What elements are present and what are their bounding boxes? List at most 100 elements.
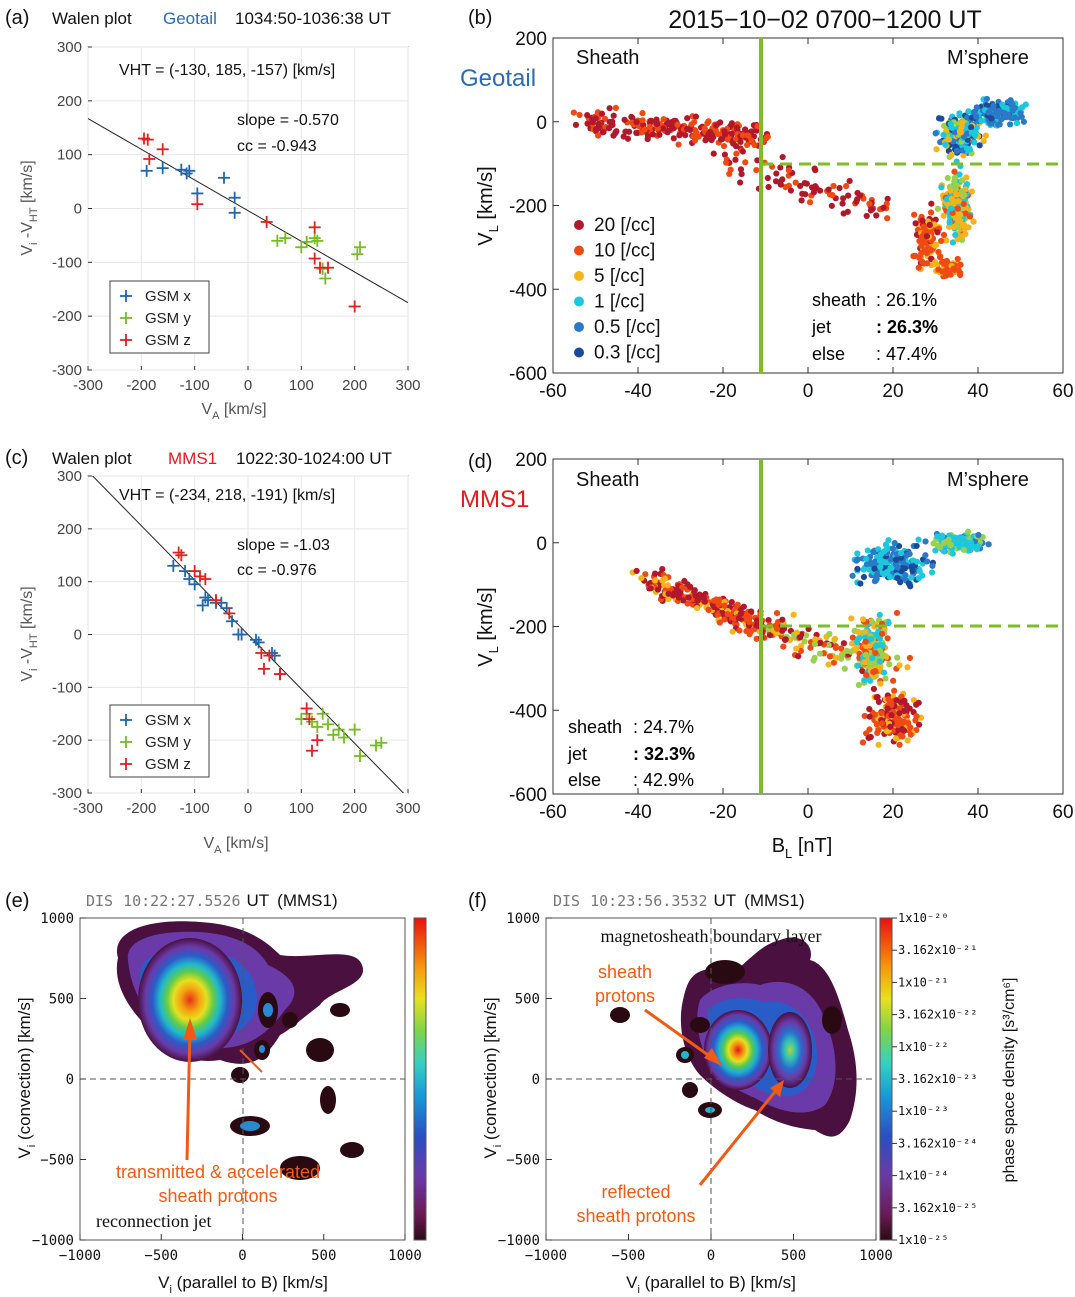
data-point (690, 133, 697, 140)
data-point (960, 546, 967, 554)
data-point (797, 182, 804, 190)
marker-gsm-x (156, 162, 169, 175)
data-point (973, 104, 980, 111)
marker-gsm-z (255, 646, 268, 659)
marker-gsm-z (260, 215, 273, 228)
marker-gsm-y (354, 241, 366, 254)
data-point (792, 179, 799, 186)
data-point (629, 114, 636, 122)
panel-d-dots (629, 528, 992, 748)
panel-c: (c) Walen plot MMS1 1022:30-1024:00 UT -… (5, 447, 421, 856)
data-point (983, 95, 990, 103)
data-point (875, 698, 883, 705)
legend-label: 20 [/cc] (594, 215, 655, 236)
data-point (675, 594, 683, 601)
data-point (751, 141, 758, 149)
tick-label-x: −1000 (59, 1248, 101, 1264)
data-point (773, 170, 780, 177)
data-point (950, 200, 957, 208)
data-point (860, 573, 868, 581)
data-point (646, 123, 653, 131)
data-point (863, 212, 870, 220)
tick-label-y: -600 (509, 785, 547, 806)
data-point (779, 616, 786, 623)
panel-e: (e) DIS 10:22:27.5526 UT (MMS1) tran (5, 890, 427, 1296)
data-point (830, 659, 837, 666)
data-point (1009, 107, 1016, 114)
data-point (584, 120, 591, 127)
data-point (670, 135, 677, 142)
data-point (885, 696, 892, 703)
legend-swatch (574, 220, 584, 230)
tick-label-x: 0 (803, 381, 814, 402)
data-point (895, 542, 903, 550)
panel-a-legend: GSM x GSM y GSM z (109, 280, 210, 354)
data-point (656, 131, 663, 138)
data-point (938, 115, 945, 122)
data-point (860, 616, 867, 623)
marker-gsm-x (183, 573, 196, 586)
data-point (938, 533, 946, 540)
panel-c-letter: (c) (5, 447, 28, 469)
data-point (948, 151, 955, 158)
marker-gsm-x (228, 206, 241, 219)
data-point (892, 735, 899, 742)
data-point (606, 105, 613, 112)
data-point (830, 182, 837, 190)
data-point (913, 558, 921, 565)
data-point (965, 108, 972, 115)
panel-e-arrowhead (183, 1018, 197, 1040)
data-point (931, 242, 939, 249)
data-point (912, 220, 919, 227)
data-point (855, 635, 863, 642)
data-point (714, 611, 721, 618)
marker-gsm-z (156, 143, 169, 156)
data-point (721, 616, 728, 623)
tick-label-x: −500 (144, 1248, 178, 1264)
data-point (886, 661, 893, 668)
data-point (982, 132, 990, 139)
data-point (867, 207, 874, 214)
data-point (912, 252, 919, 259)
data-point (748, 137, 755, 144)
data-point (896, 741, 903, 748)
data-point (887, 556, 894, 563)
data-point (916, 568, 923, 575)
data-point (649, 131, 657, 138)
panel-d-xlabel: BL [nT] (772, 835, 833, 861)
data-point (930, 540, 937, 547)
legend-label: GSM z (145, 756, 191, 773)
data-point (870, 548, 877, 555)
data-point (675, 588, 682, 595)
data-point (595, 132, 602, 139)
data-point (872, 631, 880, 638)
data-point (841, 665, 848, 672)
legend-label: GSM x (145, 288, 191, 305)
data-point (952, 534, 959, 541)
marker-gsm-x (188, 578, 201, 591)
data-point (894, 722, 902, 729)
data-point (846, 177, 853, 185)
data-point (713, 122, 720, 129)
tick-label-x: 40 (967, 381, 988, 402)
marker-gsm-z (191, 198, 204, 211)
marker-gsm-z (223, 607, 236, 620)
data-point (956, 112, 963, 119)
marker-gsm-y (300, 235, 313, 248)
panel-f-region-label: magnetosheath boundary layer (601, 926, 822, 946)
data-point (595, 120, 602, 128)
tick-label-x: 60 (1052, 802, 1073, 823)
panel-b-dots (570, 95, 1029, 280)
data-point (753, 166, 760, 174)
panel-b-stat-label-2: else (812, 344, 845, 364)
data-point (738, 170, 745, 178)
data-point (985, 109, 992, 116)
data-point (742, 159, 749, 166)
data-point (952, 540, 960, 547)
data-point (877, 563, 884, 571)
tick-label-y: −1000 (498, 1233, 540, 1249)
data-point (745, 132, 752, 139)
data-point (915, 699, 922, 706)
data-point (647, 585, 654, 592)
data-point (801, 638, 808, 645)
